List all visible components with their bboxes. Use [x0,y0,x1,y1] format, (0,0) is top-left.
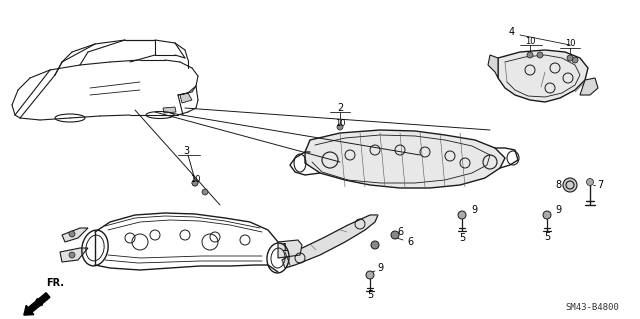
Circle shape [192,180,198,186]
Text: 3: 3 [183,146,189,156]
Text: 6: 6 [397,227,403,237]
Polygon shape [60,248,88,262]
Text: 10: 10 [525,38,535,47]
Text: 6: 6 [407,237,413,247]
Circle shape [371,241,379,249]
Text: 10: 10 [189,174,200,183]
Circle shape [527,52,533,58]
Text: FR.: FR. [46,278,64,288]
Polygon shape [580,78,598,95]
Text: 9: 9 [555,205,561,215]
Polygon shape [62,228,88,242]
Text: SM43-B4800: SM43-B4800 [565,303,619,313]
Circle shape [572,57,578,63]
Text: 2: 2 [337,103,343,113]
Circle shape [537,52,543,58]
FancyArrow shape [24,293,50,315]
Polygon shape [163,107,176,113]
Text: 10: 10 [335,118,345,128]
Circle shape [563,178,577,192]
Text: 10: 10 [564,40,575,48]
Circle shape [366,271,374,279]
Polygon shape [498,50,588,102]
Circle shape [567,55,573,61]
Text: 5: 5 [544,232,550,242]
Circle shape [458,211,466,219]
Circle shape [586,179,593,186]
Text: 5: 5 [367,290,373,300]
Text: 5: 5 [459,233,465,243]
Polygon shape [305,130,505,188]
Circle shape [202,189,208,195]
Text: 9: 9 [377,263,383,273]
Circle shape [192,180,198,186]
Polygon shape [282,215,378,268]
Text: 1: 1 [282,243,288,253]
Text: 7: 7 [597,180,603,190]
Text: 8: 8 [555,180,561,190]
Text: 9: 9 [471,205,477,215]
Polygon shape [180,93,192,103]
Circle shape [391,231,399,239]
Text: 4: 4 [509,27,515,37]
Polygon shape [278,240,302,258]
Circle shape [69,252,75,258]
Circle shape [69,231,75,237]
Circle shape [543,211,551,219]
Polygon shape [488,55,498,78]
Circle shape [337,124,343,130]
